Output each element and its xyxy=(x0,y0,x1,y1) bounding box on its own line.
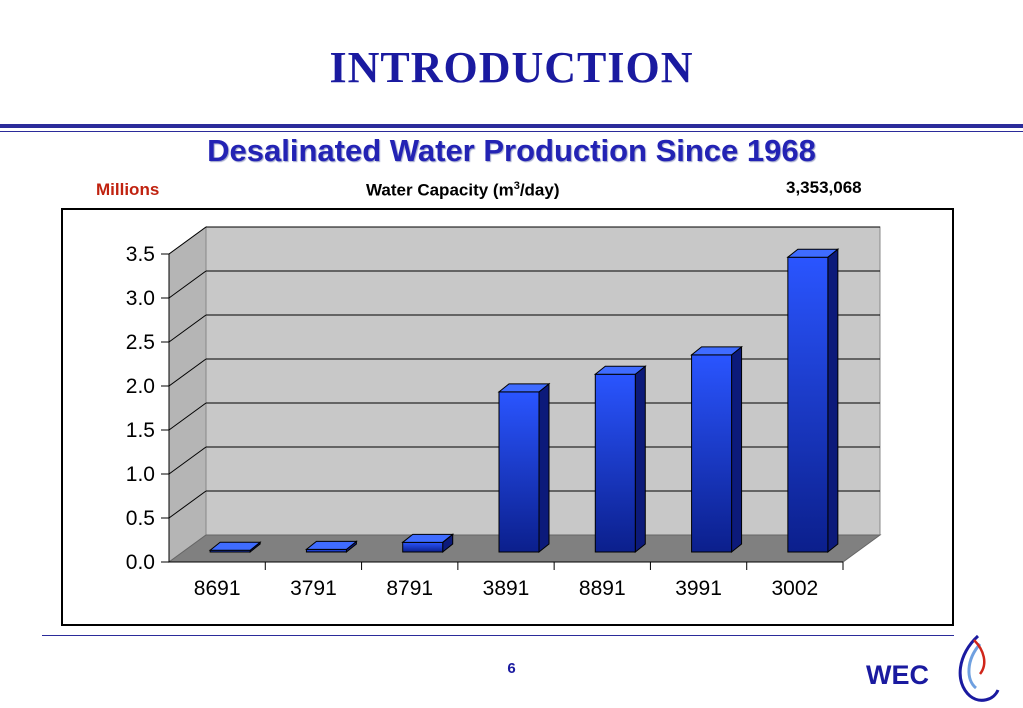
bar-top xyxy=(305,540,358,550)
x-tick-label: 8891 xyxy=(579,577,626,600)
gridline-side xyxy=(168,446,207,475)
capacity-label-sup: 3 xyxy=(513,180,520,192)
bar-top xyxy=(593,365,647,375)
max-value-label: 3,353,068 xyxy=(786,178,862,197)
y-tick-label: 0.0 xyxy=(126,551,155,574)
bar xyxy=(787,256,829,553)
title-divider-thin xyxy=(0,131,1023,132)
chart-side-wall xyxy=(168,226,207,563)
slide-title: INTRODUCTION xyxy=(329,43,694,92)
x-tick-label: 3891 xyxy=(483,577,530,600)
bar-top xyxy=(690,346,743,356)
brand-label: WEC xyxy=(866,660,929,690)
bar-side xyxy=(827,248,839,554)
gridline-side xyxy=(168,226,207,255)
y-tick-label: 3.0 xyxy=(126,287,155,310)
capacity-label: Water Capacity (m3/day) xyxy=(366,180,560,201)
gridline-side xyxy=(168,402,207,431)
x-tick-label: 3002 xyxy=(771,577,818,600)
chart-frame: 0.0 0.5 1.0 1.5 2.0 2.5 3.0 3.5 8691 3791 8791 3891… xyxy=(61,208,954,626)
gridline-side xyxy=(168,358,207,387)
footer-divider xyxy=(42,635,954,636)
bar-top xyxy=(497,383,551,393)
bar-top xyxy=(786,248,840,258)
bar-top xyxy=(208,541,262,551)
bar-side xyxy=(538,382,550,554)
capacity-label-main: Water Capacity (m xyxy=(366,180,514,200)
x-tick-label: 8691 xyxy=(194,577,241,600)
y-tick-label: 2.5 xyxy=(126,331,155,354)
bar xyxy=(594,373,636,553)
bar xyxy=(691,354,733,553)
title-divider xyxy=(0,124,1023,128)
capacity-label-end: /day) xyxy=(519,180,560,200)
y-tick-label: 1.0 xyxy=(126,463,155,486)
x-tick-label: 8791 xyxy=(386,577,433,600)
gridline-side xyxy=(168,270,207,299)
wec-logo-icon xyxy=(958,634,1000,702)
gridline-side xyxy=(168,314,207,343)
y-tick-label: 3.5 xyxy=(126,243,155,266)
y-tick-label: 1.5 xyxy=(126,419,155,442)
bar-side xyxy=(634,365,646,554)
bar xyxy=(498,391,540,553)
page-number: 6 xyxy=(507,660,516,677)
x-tick-label: 3991 xyxy=(675,577,722,600)
x-tick-label: 3791 xyxy=(290,577,337,600)
y-tick-label: 2.0 xyxy=(126,375,155,398)
gridline-side xyxy=(168,490,207,519)
chart-subtitle: Desalinated Water Production Since 1968 xyxy=(207,133,816,168)
y-tick-label: 0.5 xyxy=(126,507,155,530)
bar xyxy=(402,541,444,553)
bar-side xyxy=(731,345,743,554)
bar-chart: 0.0 0.5 1.0 1.5 2.0 2.5 3.0 3.5 8691 3791 8791 3891… xyxy=(126,226,882,600)
bar-top xyxy=(401,533,455,543)
y-unit-label: Millions xyxy=(96,180,160,199)
